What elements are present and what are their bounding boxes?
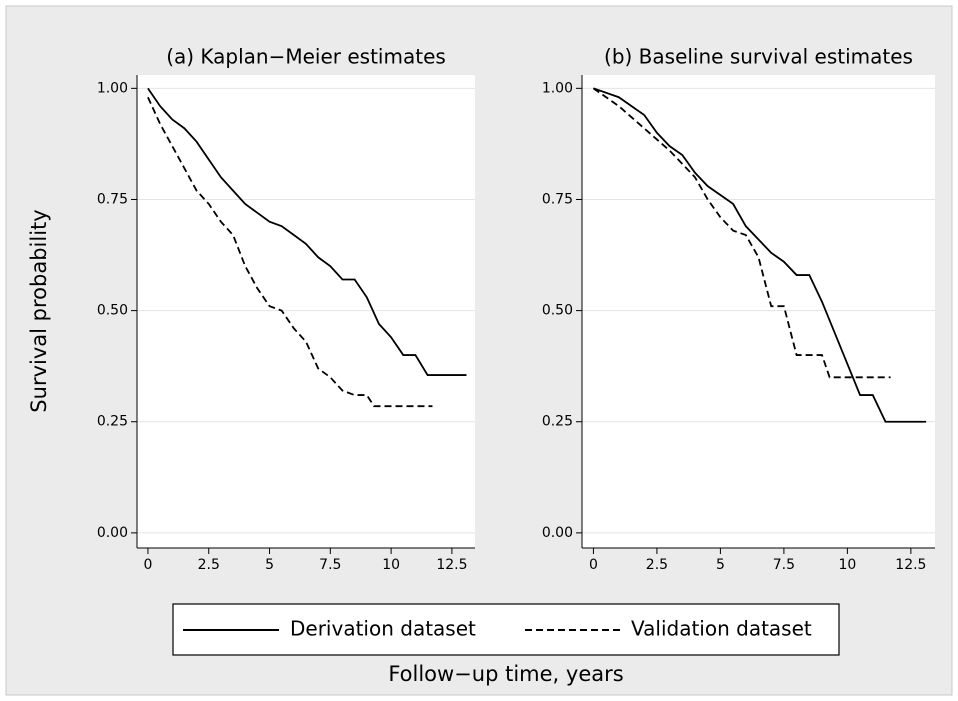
y-tick-label: 1.00 [97,80,128,96]
x-tick-label: 0 [143,557,152,573]
x-tick-label: 2.5 [198,557,220,573]
y-axis-label: Survival probability [27,209,51,412]
y-tick-label: 0.50 [542,303,573,319]
survival-curve [593,87,927,423]
plot-area [582,75,935,548]
y-tick-label: 0.25 [97,414,128,430]
x-tick-label: 5 [265,557,274,573]
panel-title: (a) Kaplan−Meier estimates [166,45,446,69]
x-tick-label: 7.5 [773,557,795,573]
y-tick-label: 0.00 [97,525,128,541]
legend-label: Validation dataset [631,617,812,641]
x-tick-label: 0 [589,557,598,573]
plot-area [137,75,475,548]
legend [172,603,840,656]
y-tick-label: 0.75 [542,191,573,207]
legend-label: Derivation dataset [290,617,476,641]
x-tick-label: 2.5 [646,557,668,573]
y-tick-label: 0.25 [542,414,573,430]
survival-curve [592,87,891,379]
survival-curve [147,87,467,376]
x-tick-label: 12.5 [895,557,926,573]
y-tick-label: 0.50 [97,303,128,319]
x-tick-label: 5 [716,557,725,573]
y-tick-label: 0.00 [542,525,573,541]
x-tick-label: 12.5 [436,557,467,573]
x-tick-label: 10 [838,557,856,573]
y-tick-label: 0.75 [97,191,128,207]
x-tick-label: 7.5 [319,557,341,573]
panel-title: (b) Baseline survival estimates [604,45,913,69]
survival-curve [147,96,433,408]
x-tick-label: 10 [382,557,400,573]
x-axis-label: Follow−up time, years [388,662,623,686]
y-tick-label: 1.00 [542,80,573,96]
